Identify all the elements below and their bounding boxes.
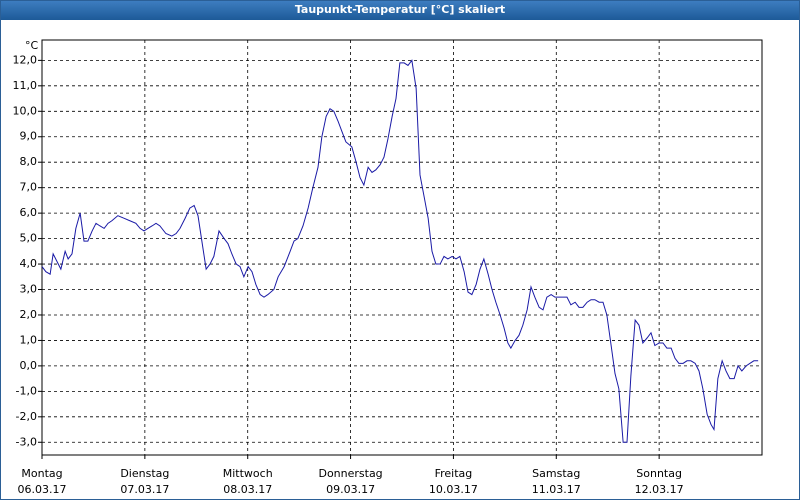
data-line [41,59,759,443]
y-tick-label: 3,0 [20,283,38,296]
x-tick-label: Dienstag [120,467,169,480]
plot-area: 12,0 11,0 10,0 9,0 8,0 7,0 6,0 5,0 4,0 3,0 2,0 1,0 0… [13,39,763,496]
y-tick-label: 1,0 [20,333,38,346]
y-tick-label: 5,0 [20,232,38,245]
y-unit: °C [25,39,39,52]
title-bar [0,0,800,20]
x-tick-sublabel: 08.03.17 [223,483,272,496]
x-tick-sublabel: 11.03.17 [532,483,581,496]
y-tick-label: 10,0 [13,104,38,117]
x-tick-sublabel: 12.03.17 [635,483,684,496]
y-tick-label: 11,0 [13,79,38,92]
x-tick-sublabel: 07.03.17 [120,483,169,496]
y-tick-label: -2,0 [16,410,37,423]
y-tick-label: 12,0 [13,53,38,66]
y-tick-label: 4,0 [20,257,38,270]
y-tick-label: 6,0 [20,206,38,219]
x-tick-label: Freitag [435,467,473,480]
y-tick-label: -1,0 [16,384,37,397]
x-tick-label: Mittwoch [223,467,273,480]
chart-title: Taupunkt-Temperatur [°C] skaliert [295,3,505,16]
x-tick-label: Samstag [532,467,580,480]
y-tick-label: 7,0 [20,181,38,194]
x-tick-sublabel: 09.03.17 [326,483,375,496]
x-tick-label: Montag [21,467,62,480]
y-tick-label: 2,0 [20,308,38,321]
x-tick-sublabel: 06.03.17 [18,483,67,496]
y-tick-label: 0,0 [20,359,38,372]
x-tick-label: Sonntag [636,467,682,480]
x-tick-label: Donnerstag [318,467,382,480]
x-tick-sublabel: 10.03.17 [429,483,478,496]
y-tick-label: 9,0 [20,130,38,143]
plot-frame [41,39,763,456]
y-tick-label: 8,0 [20,155,38,168]
y-tick-label: -3,0 [16,435,37,448]
